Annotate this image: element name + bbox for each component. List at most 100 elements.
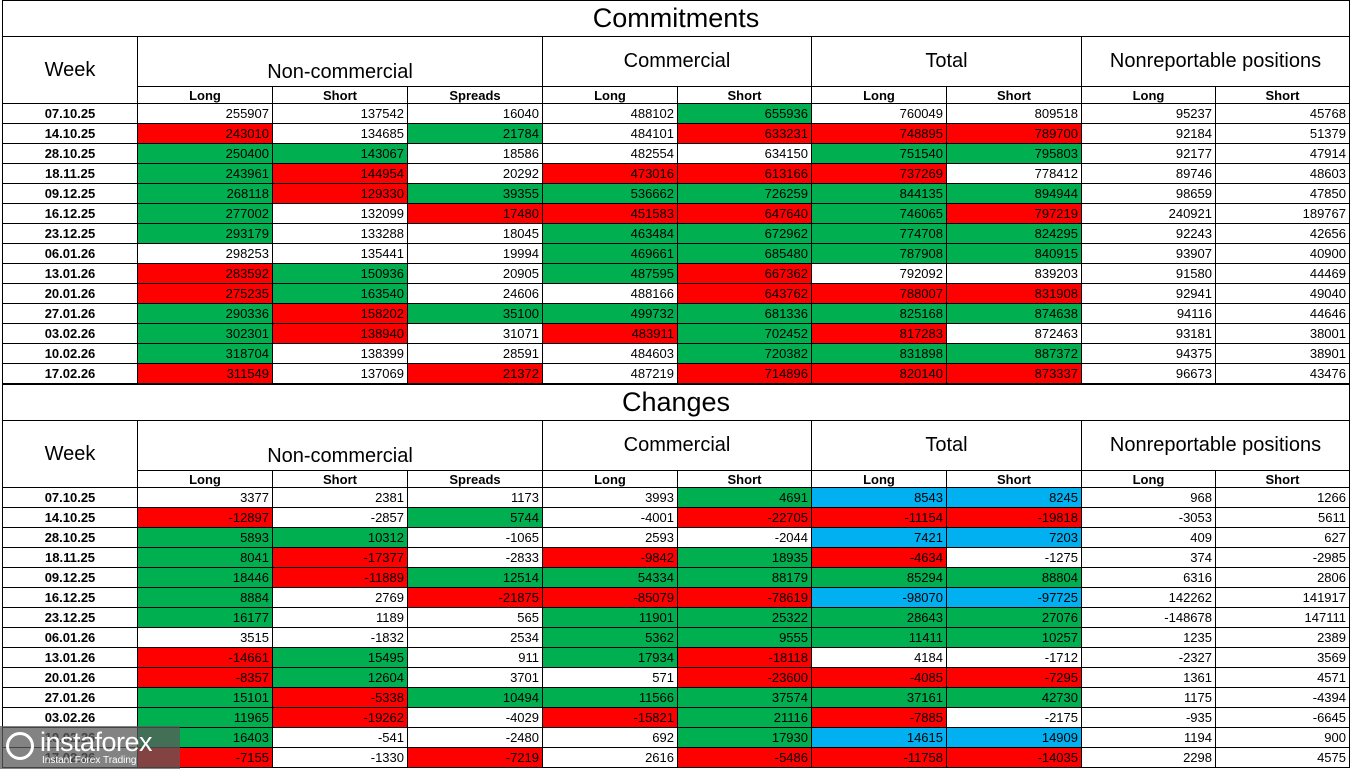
value-cell: 633231 xyxy=(677,123,812,144)
value-cell: -2985 xyxy=(1215,547,1350,568)
value-cell: 44469 xyxy=(1215,263,1350,284)
week-cell: 07.10.25 xyxy=(2,487,138,508)
value-cell: -23600 xyxy=(677,667,812,688)
value-cell: 820140 xyxy=(811,363,947,384)
value-cell: 894944 xyxy=(946,183,1082,204)
value-cell: 275235 xyxy=(137,283,273,304)
value-cell: 19994 xyxy=(407,243,543,264)
value-cell: 48603 xyxy=(1215,163,1350,184)
value-cell: 16177 xyxy=(137,607,273,628)
value-cell: 44646 xyxy=(1215,303,1350,324)
value-cell: -8357 xyxy=(137,667,273,688)
value-cell: 88804 xyxy=(946,567,1082,588)
value-cell: 726259 xyxy=(677,183,812,204)
week-cell: 09.12.25 xyxy=(2,567,138,588)
value-cell: 839203 xyxy=(946,263,1082,284)
value-cell: 3515 xyxy=(137,627,273,648)
value-cell: 3993 xyxy=(542,487,678,508)
value-cell: 872463 xyxy=(946,323,1082,344)
value-cell: 3701 xyxy=(407,667,543,688)
value-cell: 483911 xyxy=(542,323,678,344)
value-cell: 37574 xyxy=(677,687,812,708)
value-cell: 692 xyxy=(542,727,678,748)
value-cell: -1712 xyxy=(946,647,1082,668)
value-cell: 318704 xyxy=(137,343,273,364)
value-cell: 268118 xyxy=(137,183,273,204)
value-cell: 283592 xyxy=(137,263,273,284)
week-cell: 10.02.26 xyxy=(2,343,138,364)
value-cell: 17930 xyxy=(677,727,812,748)
value-cell: 655936 xyxy=(677,103,812,124)
value-cell: -14661 xyxy=(137,647,273,668)
column-header: Long xyxy=(542,470,678,488)
value-cell: 887372 xyxy=(946,343,1082,364)
value-cell: 844135 xyxy=(811,183,947,204)
column-header: Short xyxy=(677,470,812,488)
value-cell: 92184 xyxy=(1081,123,1216,144)
value-cell: 35100 xyxy=(407,303,543,324)
value-cell: 487595 xyxy=(542,263,678,284)
value-cell: 473016 xyxy=(542,163,678,184)
value-cell: 1189 xyxy=(272,607,408,628)
value-cell: 643762 xyxy=(677,283,812,304)
value-cell: 89746 xyxy=(1081,163,1216,184)
value-cell: 4691 xyxy=(677,487,812,508)
week-cell: 07.10.25 xyxy=(2,103,138,124)
value-cell: 647640 xyxy=(677,203,812,224)
value-cell: 1361 xyxy=(1081,667,1216,688)
value-cell: 98659 xyxy=(1081,183,1216,204)
value-cell: -85079 xyxy=(542,587,678,608)
value-cell: 189767 xyxy=(1215,203,1350,224)
value-cell: 484603 xyxy=(542,343,678,364)
value-cell: 7421 xyxy=(811,527,947,548)
value-cell: 11411 xyxy=(811,627,947,648)
week-header: Week xyxy=(2,420,138,488)
value-cell: 1266 xyxy=(1215,487,1350,508)
value-cell: 374 xyxy=(1081,547,1216,568)
value-cell: 681336 xyxy=(677,303,812,324)
week-cell: 20.01.26 xyxy=(2,283,138,304)
value-cell: 451583 xyxy=(542,203,678,224)
week-cell: 16.12.25 xyxy=(2,587,138,608)
value-cell: 144954 xyxy=(272,163,408,184)
value-cell: 277002 xyxy=(137,203,273,224)
value-cell: -15821 xyxy=(542,707,678,728)
value-cell: 12604 xyxy=(272,667,408,688)
value-cell: 92177 xyxy=(1081,143,1216,164)
value-cell: 9555 xyxy=(677,627,812,648)
value-cell: 4184 xyxy=(811,647,947,668)
column-header: Long xyxy=(137,470,273,488)
value-cell: -19262 xyxy=(272,707,408,728)
value-cell: -97725 xyxy=(946,587,1082,608)
column-header: Spreads xyxy=(407,470,543,488)
value-cell: -2857 xyxy=(272,507,408,528)
week-cell: 13.01.26 xyxy=(2,263,138,284)
value-cell: 38001 xyxy=(1215,323,1350,344)
value-cell: 789700 xyxy=(946,123,1082,144)
value-cell: 49040 xyxy=(1215,283,1350,304)
value-cell: 24606 xyxy=(407,283,543,304)
value-cell: 93181 xyxy=(1081,323,1216,344)
value-cell: 571 xyxy=(542,667,678,688)
value-cell: 11965 xyxy=(137,707,273,728)
value-cell: 43476 xyxy=(1215,363,1350,384)
value-cell: -5338 xyxy=(272,687,408,708)
value-cell: -18118 xyxy=(677,647,812,668)
value-cell: -6645 xyxy=(1215,707,1350,728)
value-cell: 1235 xyxy=(1081,627,1216,648)
value-cell: 42730 xyxy=(946,687,1082,708)
value-cell: 8041 xyxy=(137,547,273,568)
value-cell: 760049 xyxy=(811,103,947,124)
value-cell: 133288 xyxy=(272,223,408,244)
value-cell: 21784 xyxy=(407,123,543,144)
value-cell: 787908 xyxy=(811,243,947,264)
value-cell: 137542 xyxy=(272,103,408,124)
column-header: Short xyxy=(946,86,1082,104)
value-cell: 28591 xyxy=(407,343,543,364)
value-cell: -11154 xyxy=(811,507,947,528)
value-cell: 311549 xyxy=(137,363,273,384)
value-cell: 243961 xyxy=(137,163,273,184)
column-header: Long xyxy=(542,86,678,104)
value-cell: 702452 xyxy=(677,323,812,344)
week-cell: 27.01.26 xyxy=(2,303,138,324)
